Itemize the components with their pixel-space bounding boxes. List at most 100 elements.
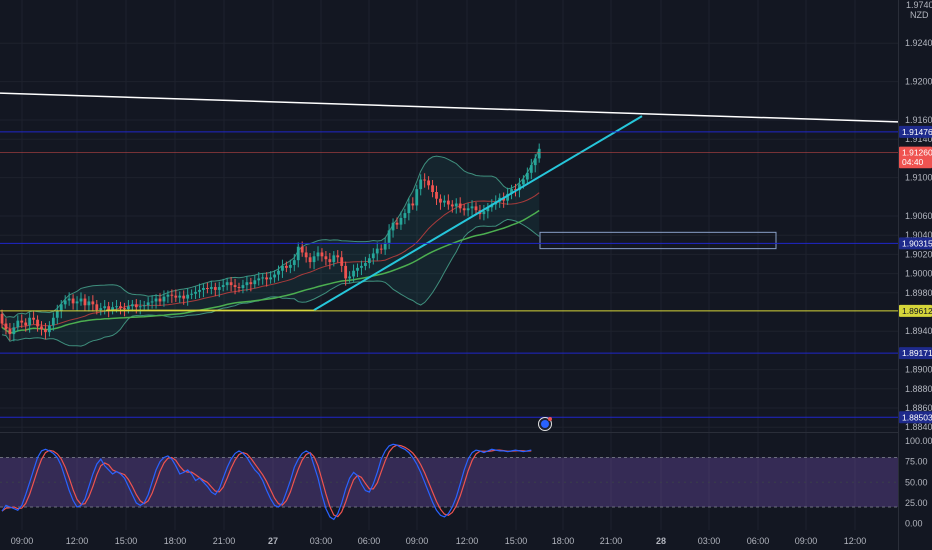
candle-body[interactable] [225, 282, 229, 286]
resistance-trendline[interactable] [0, 92, 899, 123]
time-axis[interactable]: 09:00 12:00 15:00 18:00 21:00 27 03:00 06:00 09:… [11, 536, 867, 546]
candle-body[interactable] [174, 295, 178, 298]
candle-body[interactable] [431, 185, 434, 192]
candle-body[interactable] [79, 298, 83, 302]
price-tick-label[interactable]: 1.92400 [905, 38, 932, 48]
candle-body[interactable] [134, 304, 138, 308]
candle-body[interactable] [364, 263, 367, 266]
candle-body[interactable] [427, 180, 430, 186]
candle-body[interactable] [233, 285, 237, 288]
candle-body[interactable] [91, 301, 95, 305]
candle-body[interactable] [87, 301, 91, 306]
candle-body[interactable] [130, 304, 134, 307]
candle-body[interactable] [59, 304, 63, 312]
time-tick-label[interactable]: 06:00 [358, 536, 381, 546]
candle-body[interactable] [391, 222, 395, 231]
candle-body[interactable] [170, 294, 174, 296]
candle-body[interactable] [470, 206, 474, 209]
price-tick-label[interactable]: 1.90600 [905, 211, 932, 221]
price-tick-label[interactable]: 1.91400 [905, 134, 932, 144]
time-tick-label[interactable]: 12:00 [456, 536, 479, 546]
candle-body[interactable] [142, 305, 146, 307]
candle-body[interactable] [257, 278, 261, 281]
candle-body[interactable] [209, 287, 213, 289]
candle-body[interactable] [103, 306, 107, 309]
candle-body[interactable] [194, 291, 197, 294]
candle-body[interactable] [55, 311, 59, 318]
candle-body[interactable] [63, 300, 67, 305]
candle-body[interactable] [20, 320, 24, 323]
candle-body[interactable] [241, 285, 245, 288]
candle-body[interactable] [450, 204, 454, 207]
candle-body[interactable] [482, 211, 486, 215]
candle-body[interactable] [221, 285, 225, 288]
chart-drawings[interactable] [0, 92, 899, 311]
candle-body[interactable] [28, 317, 32, 326]
candle-body[interactable] [518, 184, 521, 191]
candle-body[interactable] [281, 265, 284, 271]
candle-body[interactable] [154, 298, 158, 302]
candle-body[interactable] [162, 296, 166, 302]
candle-body[interactable] [166, 294, 170, 297]
candle-body[interactable] [12, 327, 16, 335]
time-tick-label[interactable]: 03:00 [698, 536, 721, 546]
candle-body[interactable] [525, 172, 529, 180]
candle-body[interactable] [439, 198, 442, 203]
candle-body[interactable] [395, 222, 399, 225]
candle-body[interactable] [95, 304, 99, 311]
price-axis[interactable]: 1.97400NZD1.924001.920001.916001.914001.… [905, 0, 932, 432]
candle-body[interactable] [273, 274, 276, 278]
candle-body[interactable] [446, 200, 450, 205]
price-tick-label[interactable]: 1.92000 [905, 77, 932, 87]
price-tick-label[interactable]: 1.91600 [905, 115, 932, 125]
price-tick-label[interactable]: 1.91000 [905, 173, 932, 183]
candle-body[interactable] [138, 306, 142, 308]
candle-body[interactable] [127, 306, 130, 310]
candle-body[interactable] [533, 158, 537, 166]
candle-body[interactable] [32, 317, 35, 320]
price-tick-label[interactable]: 1.89400 [905, 326, 932, 336]
candlestick-series[interactable] [0, 143, 541, 342]
candle-body[interactable] [336, 255, 340, 258]
candle-body[interactable] [387, 230, 391, 243]
candle-body[interactable] [529, 165, 533, 173]
candle-body[interactable] [454, 203, 458, 207]
candle-body[interactable] [261, 277, 265, 279]
price-tick-label[interactable]: 1.88800 [905, 384, 932, 394]
candle-body[interactable] [237, 287, 241, 289]
candle-body[interactable] [316, 252, 320, 257]
candle-body[interactable] [190, 293, 193, 295]
candle-body[interactable] [146, 302, 150, 306]
time-tick-label[interactable]: 09:00 [795, 536, 818, 546]
candle-body[interactable] [320, 252, 324, 257]
candle-body[interactable] [367, 258, 371, 264]
candle-body[interactable] [206, 288, 209, 289]
candle-body[interactable] [217, 287, 221, 290]
candle-body[interactable] [486, 207, 490, 212]
candle-body[interactable] [296, 246, 300, 261]
candle-body[interactable] [253, 280, 257, 285]
candle-body[interactable] [285, 265, 288, 268]
time-tick-label[interactable]: 15:00 [115, 536, 138, 546]
candle-body[interactable] [300, 246, 304, 253]
candle-body[interactable] [111, 307, 114, 311]
candle-body[interactable] [379, 248, 383, 250]
time-tick-label[interactable]: 06:00 [747, 536, 770, 546]
candle-body[interactable] [186, 294, 190, 299]
candle-body[interactable] [8, 329, 12, 335]
price-tick-label[interactable]: 1.90200 [905, 249, 932, 259]
price-tick-label[interactable]: 1.90000 [905, 269, 932, 279]
price-tick-label[interactable]: 1.89000 [905, 365, 932, 375]
candle-body[interactable] [522, 179, 525, 185]
time-tick-label[interactable]: 12:00 [66, 536, 89, 546]
candle-body[interactable] [245, 282, 249, 286]
candle-body[interactable] [510, 189, 513, 194]
candle-body[interactable] [344, 265, 348, 279]
candle-body[interactable] [399, 217, 403, 225]
candle-body[interactable] [83, 298, 87, 306]
price-tick-label[interactable]: 1.90400 [905, 230, 932, 240]
time-tick-label[interactable]: 03:00 [310, 536, 333, 546]
candle-body[interactable] [277, 270, 280, 275]
candle-body[interactable] [150, 301, 154, 303]
